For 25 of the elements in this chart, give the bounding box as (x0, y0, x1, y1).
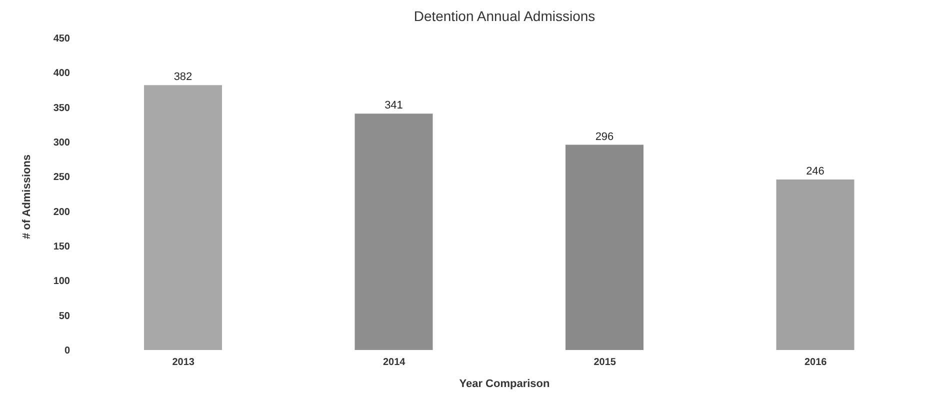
y-axis-title: # of Admissions (20, 154, 33, 239)
y-tick-label: 50 (58, 310, 70, 322)
data-label: 296 (595, 130, 614, 143)
y-tick-label: 200 (53, 206, 70, 218)
x-tick-label: 2014 (383, 357, 406, 368)
y-tick-label: 350 (53, 102, 70, 114)
x-tick-label: 2016 (804, 357, 828, 368)
x-axis-title: Year Comparison (458, 378, 551, 390)
chart-title: Detention Annual Admissions (412, 8, 596, 26)
data-label: 382 (174, 71, 192, 84)
y-tick-label: 300 (53, 138, 70, 149)
bar (776, 179, 854, 350)
data-label: 246 (806, 165, 824, 178)
y-tick-label: 400 (53, 68, 70, 80)
x-tick-label: 2015 (594, 357, 616, 368)
bar (354, 114, 433, 350)
data-label: 341 (384, 100, 403, 112)
y-tick-label: 250 (53, 172, 70, 184)
x-tick-label: 2013 (172, 357, 195, 368)
y-tick-label: 100 (53, 276, 70, 288)
y-tick-label: 0 (64, 346, 70, 357)
bar (566, 144, 644, 350)
y-tick-label: 450 (53, 34, 70, 45)
y-tick-label: 150 (53, 242, 70, 253)
bar (144, 85, 222, 350)
